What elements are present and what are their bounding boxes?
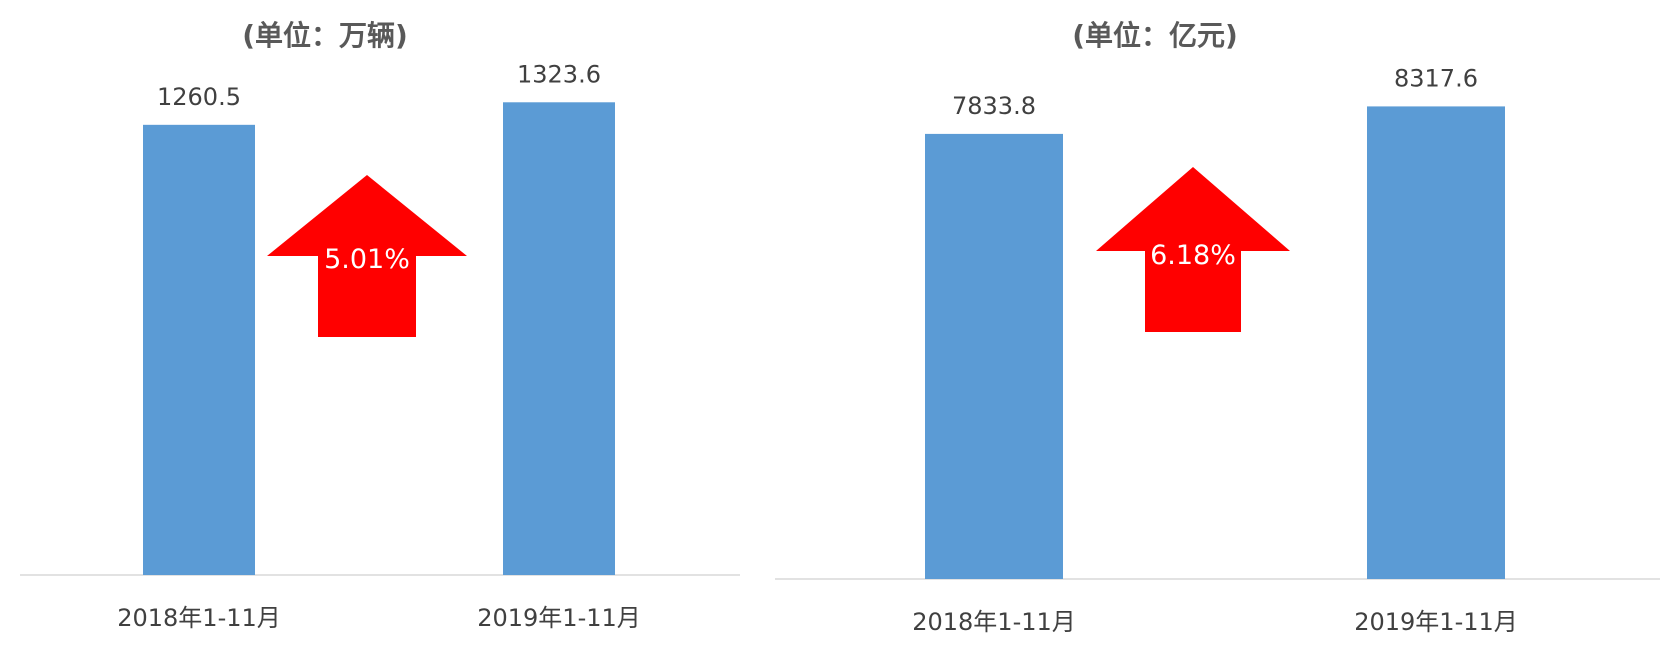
x-tick-label: 2019年1-11月 <box>1354 608 1518 636</box>
bar-value-label: 7833.8 <box>952 92 1036 120</box>
bar-value-label: 1323.6 <box>517 60 601 88</box>
growth-arrow-icon <box>1096 167 1290 332</box>
bar <box>503 102 615 576</box>
bar <box>925 133 1063 580</box>
growth-arrow-icon <box>267 175 467 337</box>
x-tick-label: 2018年1-11月 <box>117 604 281 632</box>
x-tick-label: 2018年1-11月 <box>912 608 1076 636</box>
bar <box>1367 106 1505 579</box>
chart-vehicles: (单位：万辆) 1260.5 2018年1-11月 1323.6 2019年1-11月… <box>20 19 740 632</box>
growth-rate-label: 6.18% <box>1150 240 1236 271</box>
bar <box>143 124 255 576</box>
chart-revenue: (单位：亿元) 7833.8 2018年1-11月 8317.6 2019年1-11月… <box>775 19 1660 636</box>
bar-value-label: 8317.6 <box>1394 64 1478 92</box>
bar-value-label: 1260.5 <box>157 83 241 111</box>
growth-rate-label: 5.01% <box>324 244 410 275</box>
chart-title: (单位：万辆) <box>242 19 408 52</box>
chart-title: (单位：亿元) <box>1072 19 1238 52</box>
x-tick-label: 2019年1-11月 <box>477 604 641 632</box>
